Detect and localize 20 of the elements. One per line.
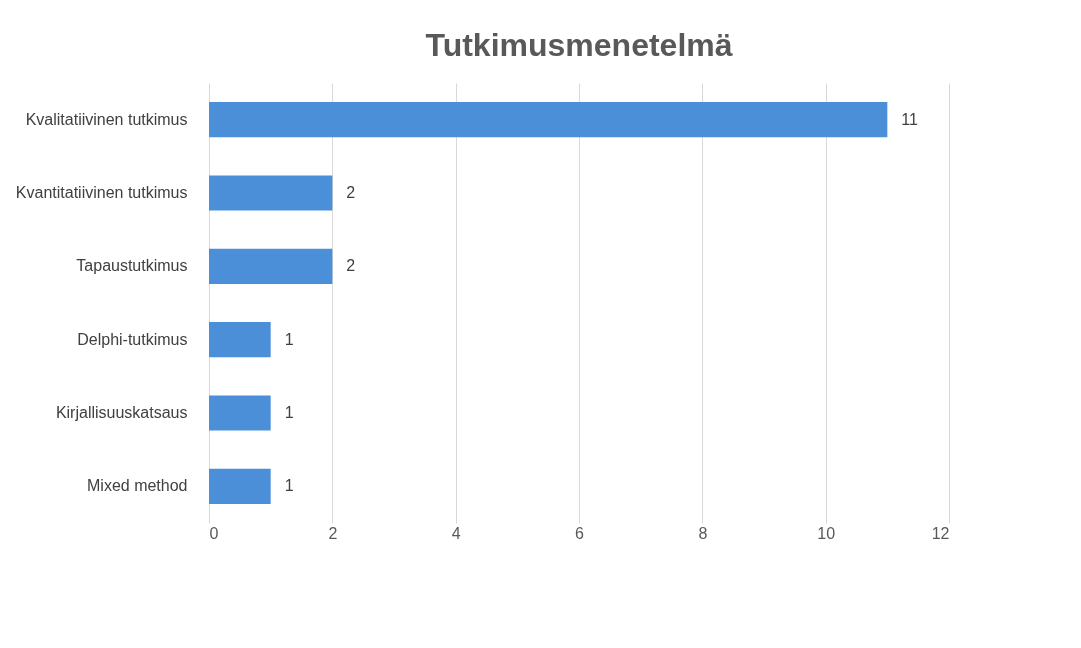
data-label: 1 bbox=[284, 330, 294, 348]
data-label: 1 bbox=[284, 477, 294, 495]
x-tick-label: 10 bbox=[817, 524, 836, 542]
data-label: 1 bbox=[284, 404, 294, 421]
y-tick-label: Kirjallisuuskatsaus bbox=[55, 404, 188, 421]
y-tick-label: Kvalitatiivinen tutkimus bbox=[25, 110, 188, 128]
x-tick-label: 6 bbox=[575, 524, 585, 542]
x-tick-label: 12 bbox=[931, 524, 950, 542]
data-label: 2 bbox=[346, 257, 356, 275]
x-tick-label: 8 bbox=[698, 524, 708, 542]
x-tick-label: 4 bbox=[451, 524, 461, 542]
y-tick-label: Mixed method bbox=[87, 477, 188, 495]
data-label: 2 bbox=[346, 184, 356, 201]
x-tick-label: 2 bbox=[328, 524, 338, 542]
x-tick-label: 0 bbox=[209, 524, 219, 542]
chart-title: Tutkimusmenetelmä bbox=[425, 27, 733, 63]
y-tick-label: Delphi-tutkimus bbox=[77, 330, 188, 348]
y-tick-label: Kvantitatiivinen tutkimus bbox=[15, 184, 188, 201]
data-label: 11 bbox=[901, 110, 919, 128]
y-tick-label: Tapaustutkimus bbox=[76, 257, 188, 275]
